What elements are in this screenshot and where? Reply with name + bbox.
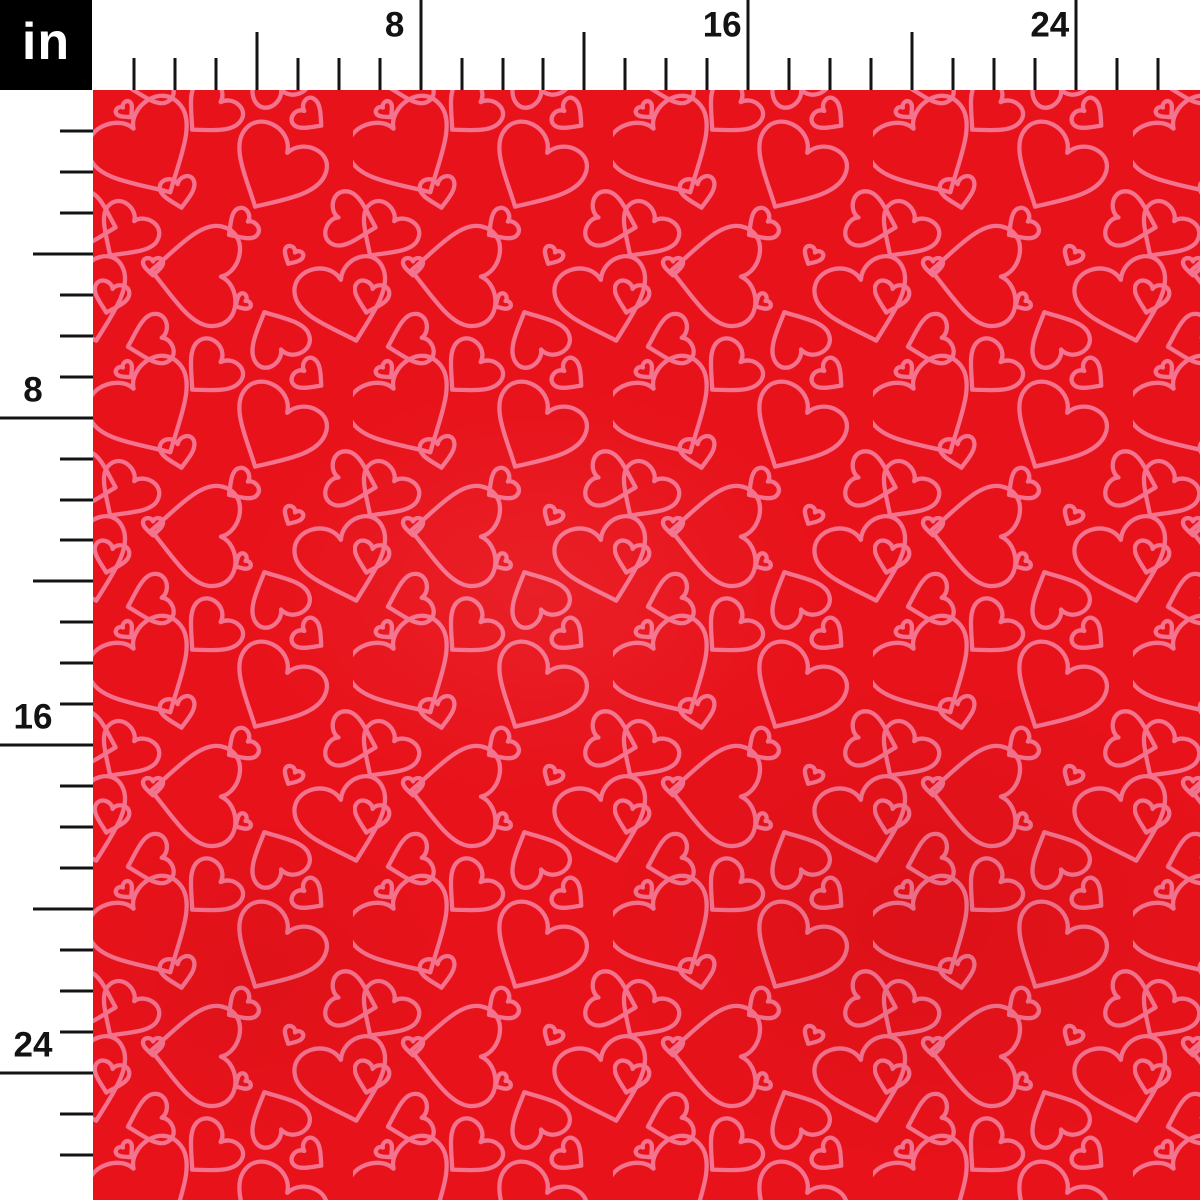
top-ruler-tick xyxy=(337,58,341,90)
top-ruler-tick xyxy=(828,58,832,90)
top-ruler-tick xyxy=(623,58,627,90)
top-ruler-tick xyxy=(1115,58,1119,90)
top-ruler-number-16: 16 xyxy=(702,5,742,45)
left-ruler-tick xyxy=(60,866,93,870)
left-ruler-tick xyxy=(60,1030,93,1034)
top-ruler-tick xyxy=(1074,0,1078,90)
left-ruler-tick xyxy=(0,1071,93,1075)
top-ruler-tick xyxy=(664,58,668,90)
fabric-swatch xyxy=(93,90,1200,1200)
left-ruler-tick xyxy=(60,1153,93,1157)
left-ruler-number-24: 24 xyxy=(13,1025,53,1065)
left-ruler-tick xyxy=(60,334,93,338)
top-ruler-tick xyxy=(746,0,750,90)
top-ruler-tick xyxy=(951,58,955,90)
top-ruler-tick xyxy=(296,58,300,90)
left-ruler-tick xyxy=(60,129,93,133)
top-ruler-number-24: 24 xyxy=(1030,5,1070,45)
left-ruler-tick xyxy=(60,293,93,297)
top-ruler-tick xyxy=(1033,58,1037,90)
left-ruler-tick xyxy=(60,825,93,829)
left-ruler-tick xyxy=(60,948,93,952)
top-ruler-tick xyxy=(787,58,791,90)
top-ruler-tick xyxy=(501,58,504,90)
left-ruler-tick xyxy=(60,702,93,706)
top-ruler-tick xyxy=(378,58,382,90)
left-ruler-tick xyxy=(60,375,93,379)
top-ruler-tick xyxy=(992,58,996,90)
left-ruler-tick xyxy=(60,538,93,542)
heart-pattern xyxy=(93,90,1200,1200)
top-ruler-tick xyxy=(541,58,545,90)
left-ruler-tick xyxy=(0,743,93,747)
top-ruler-tick xyxy=(705,58,709,90)
unit-label: in xyxy=(21,13,71,71)
unit-badge: in xyxy=(0,0,92,90)
top-ruler-number-8: 8 xyxy=(384,5,405,45)
top-ruler-tick xyxy=(910,32,914,90)
top-ruler-tick xyxy=(460,58,464,90)
left-ruler-tick xyxy=(60,211,93,215)
top-ruler-tick xyxy=(869,58,873,90)
left-ruler: 8 16 24 xyxy=(0,0,93,1200)
left-ruler-tick xyxy=(0,416,93,420)
top-ruler-tick xyxy=(173,58,177,90)
top-ruler-tick xyxy=(214,58,218,90)
left-ruler-tick xyxy=(60,170,93,174)
top-ruler-tick xyxy=(132,58,136,90)
left-ruler-tick xyxy=(33,907,93,911)
left-ruler-tick xyxy=(60,661,93,665)
left-ruler-tick xyxy=(60,457,93,461)
top-ruler-tick xyxy=(1156,58,1160,90)
top-ruler-tick xyxy=(255,32,259,90)
left-ruler-tick xyxy=(60,620,93,624)
left-ruler-number-16: 16 xyxy=(13,697,53,737)
left-ruler-tick xyxy=(60,1112,93,1116)
top-ruler: 8 16 24 xyxy=(0,0,1200,90)
left-ruler-tick xyxy=(33,252,93,256)
top-ruler-tick xyxy=(582,32,586,90)
left-ruler-tick xyxy=(60,498,93,501)
top-ruler-tick xyxy=(419,0,423,90)
left-ruler-tick xyxy=(60,989,93,993)
left-ruler-number-8: 8 xyxy=(23,370,43,410)
left-ruler-tick xyxy=(60,784,93,788)
left-ruler-tick xyxy=(33,579,93,583)
